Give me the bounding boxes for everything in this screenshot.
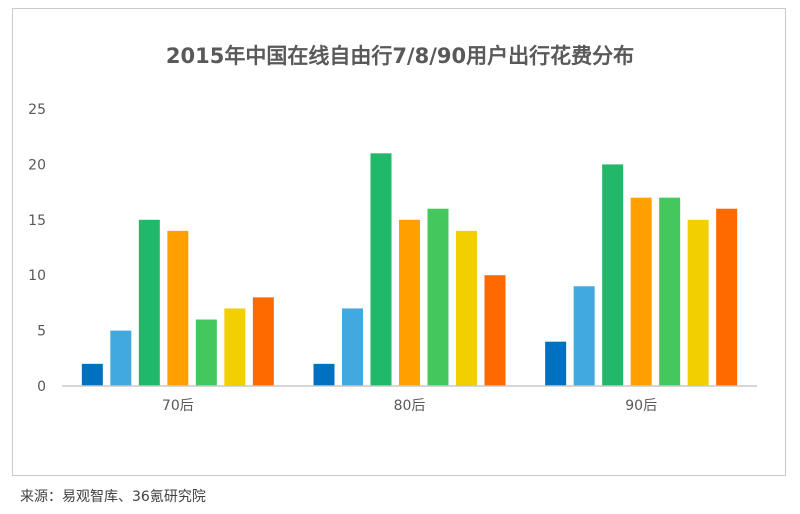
bar — [456, 230, 477, 386]
chart-title: 2015年中国在线自由行7/8/90用户出行花费分布 — [165, 44, 635, 68]
bar — [602, 164, 624, 386]
bar — [427, 208, 449, 386]
y-tick-label: 0 — [37, 379, 46, 395]
x-tick-label: 80后 — [394, 398, 426, 414]
bar — [545, 341, 567, 386]
y-tick-label: 5 — [37, 324, 46, 340]
source-note: 来源：易观智库、36氪研究院 — [20, 489, 206, 505]
y-tick-label: 25 — [28, 102, 46, 118]
bar — [252, 297, 274, 386]
bar — [224, 308, 246, 386]
y-tick-label: 10 — [28, 268, 46, 284]
y-tick-label: 15 — [28, 213, 46, 229]
bar — [484, 275, 506, 386]
bar — [659, 197, 681, 386]
x-axis: 70后 80后 90后 — [162, 398, 657, 414]
bar — [138, 219, 160, 386]
bars — [81, 153, 738, 386]
bar — [573, 286, 595, 386]
bar — [716, 208, 738, 386]
bar — [195, 319, 217, 386]
bar — [687, 219, 709, 386]
y-tick-label: 20 — [28, 157, 46, 173]
bar — [399, 219, 420, 386]
x-tick-label: 70后 — [162, 398, 194, 414]
y-axis: 0 5 10 15 20 25 — [28, 102, 46, 395]
bar — [630, 197, 652, 386]
bar — [342, 308, 363, 386]
bar — [370, 153, 392, 386]
bar — [110, 330, 132, 386]
bar — [313, 363, 335, 386]
bar — [167, 230, 189, 386]
bar — [81, 363, 103, 386]
x-tick-label: 90后 — [625, 398, 657, 414]
